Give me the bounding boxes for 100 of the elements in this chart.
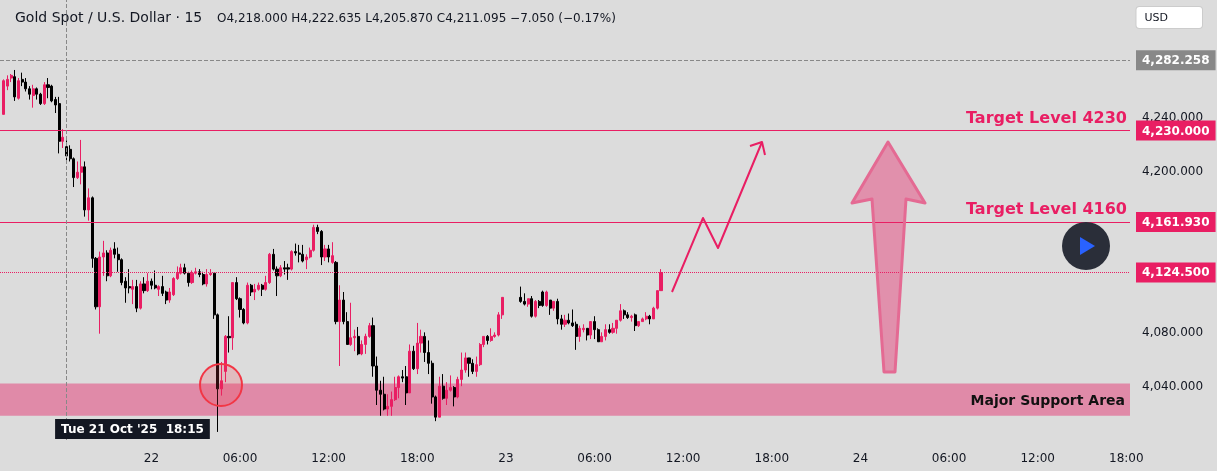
candlestick bbox=[527, 298, 530, 308]
candlestick bbox=[438, 376, 441, 418]
candlestick bbox=[549, 299, 552, 316]
candlestick bbox=[453, 385, 456, 407]
x-tick-label: 06:00 bbox=[577, 451, 612, 465]
ref-line-label: 4,161.930 bbox=[1142, 215, 1210, 230]
candlestick bbox=[43, 81, 46, 106]
x-tick-label: 06:00 bbox=[931, 451, 967, 465]
candlestick bbox=[290, 249, 293, 271]
candlestick bbox=[338, 284, 341, 367]
candlestick bbox=[323, 244, 327, 262]
candlestick bbox=[32, 84, 35, 109]
candlestick bbox=[220, 361, 223, 397]
candlestick bbox=[442, 373, 445, 401]
candlestick bbox=[21, 72, 24, 87]
ref-line-label: 4,124.500 bbox=[1142, 265, 1210, 280]
candlestick bbox=[261, 283, 264, 297]
candlestick bbox=[386, 393, 389, 417]
annotation: Target Level 4230 bbox=[966, 107, 1128, 127]
x-tick-label: 23 bbox=[498, 451, 514, 465]
candlestick bbox=[301, 244, 304, 263]
candlestick bbox=[405, 365, 408, 406]
candlestick bbox=[519, 286, 522, 304]
candlestick bbox=[357, 326, 360, 356]
candlestick bbox=[80, 139, 83, 185]
candlestick bbox=[246, 282, 249, 325]
candlestick bbox=[135, 279, 138, 313]
x-tick-label: 24 bbox=[852, 451, 869, 465]
candlestick bbox=[35, 86, 38, 101]
x-tick-label: 12:00 bbox=[665, 451, 701, 465]
candlestick bbox=[349, 302, 352, 347]
x-tick-label: 18:00 bbox=[399, 451, 435, 465]
band-label: Major Support Area bbox=[970, 391, 1125, 408]
ref-line-label: Tue 21 Oct '25 18:15 bbox=[61, 422, 204, 436]
candlestick bbox=[154, 269, 157, 290]
candlestick bbox=[416, 322, 419, 375]
candlestick bbox=[467, 357, 471, 378]
candlestick bbox=[541, 290, 544, 308]
y-tick-label: 4,080.000 bbox=[1142, 325, 1204, 340]
candlestick bbox=[645, 311, 648, 321]
candlestick bbox=[586, 327, 589, 341]
candlestick bbox=[534, 299, 537, 319]
candlestick bbox=[253, 283, 256, 301]
ref-line-label: 4,282.258 bbox=[1142, 53, 1210, 68]
candlestick bbox=[626, 311, 629, 320]
candlestick bbox=[227, 315, 231, 354]
x-tick-label: 12:00 bbox=[311, 451, 346, 465]
candlestick bbox=[142, 276, 146, 294]
candlestick bbox=[397, 374, 400, 399]
x-tick-label: 12:00 bbox=[1020, 451, 1055, 465]
annotation: Target Level 4160 bbox=[966, 198, 1128, 218]
candlestick bbox=[611, 322, 615, 335]
candlestick bbox=[490, 327, 493, 343]
candlestick bbox=[637, 321, 640, 328]
candlestick bbox=[552, 300, 555, 312]
candlestick bbox=[286, 263, 290, 281]
candlestick bbox=[83, 160, 86, 218]
candlestick bbox=[486, 334, 489, 345]
candlestick bbox=[471, 358, 474, 375]
candlestick bbox=[530, 295, 533, 319]
candlestick bbox=[224, 334, 227, 383]
candlestick bbox=[131, 279, 134, 305]
candlestick bbox=[623, 308, 626, 320]
candlestick bbox=[408, 343, 411, 394]
candlestick bbox=[320, 229, 323, 266]
candlestick bbox=[58, 96, 61, 154]
candlestick bbox=[608, 323, 611, 335]
candlestick bbox=[202, 271, 205, 286]
candlestick bbox=[146, 272, 149, 293]
y-tick-label: 4,240.000 bbox=[1142, 110, 1204, 125]
candlestick bbox=[2, 78, 5, 115]
candlestick bbox=[412, 345, 415, 371]
candlestick bbox=[589, 321, 592, 340]
candlestick bbox=[593, 315, 596, 340]
x-tick-label: 18:00 bbox=[754, 451, 790, 465]
candlestick bbox=[46, 77, 50, 99]
text: USD bbox=[1144, 11, 1169, 24]
candlestick bbox=[630, 314, 633, 323]
text: O4,218.000 H4,222.635 L4,205.870 C4,211.095 −7.050 (−0.17%) bbox=[217, 11, 616, 25]
candlestick bbox=[250, 283, 253, 297]
candlestick bbox=[634, 313, 637, 332]
candlestick bbox=[331, 241, 334, 265]
ref-line-label: 4,230.000 bbox=[1142, 123, 1210, 138]
candlestick bbox=[604, 323, 607, 341]
y-tick-label: 4,040.000 bbox=[1142, 379, 1204, 394]
candlestick bbox=[13, 69, 16, 102]
candlestick bbox=[578, 325, 581, 343]
candlestick bbox=[231, 282, 234, 351]
candlestick bbox=[327, 244, 330, 263]
candlestick bbox=[563, 314, 567, 328]
candlestick bbox=[545, 290, 548, 308]
candlestick bbox=[648, 314, 651, 325]
x-tick-label: 06:00 bbox=[222, 451, 258, 465]
candlestick bbox=[157, 284, 160, 297]
x-tick-label: 18:00 bbox=[1109, 451, 1144, 465]
candlestick bbox=[106, 249, 109, 282]
candlestick bbox=[139, 280, 142, 310]
candlestick bbox=[17, 77, 20, 101]
candlestick bbox=[298, 244, 301, 263]
y-tick-label: 4,200.000 bbox=[1142, 163, 1204, 178]
